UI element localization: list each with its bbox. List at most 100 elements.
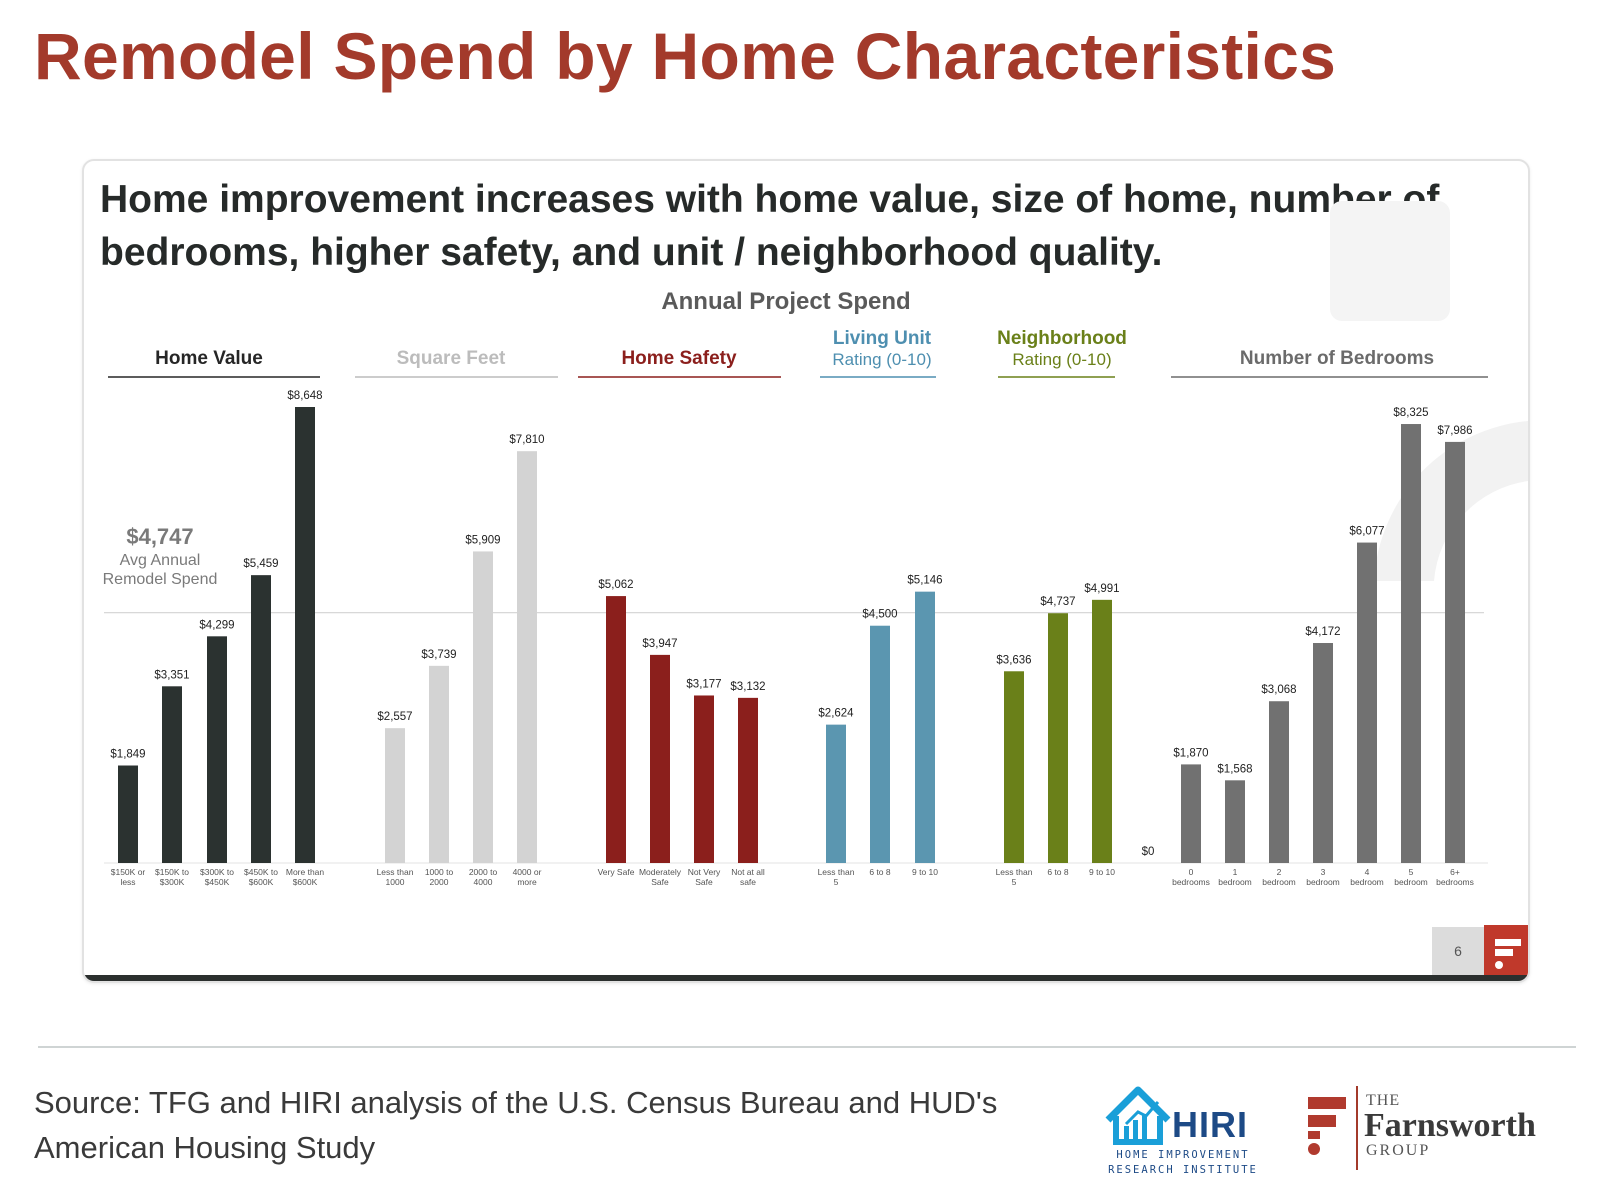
- category-label: Not Very: [688, 867, 721, 877]
- data-label: $3,739: [421, 649, 456, 661]
- watermark-shape: [1330, 201, 1450, 321]
- hiri-wordmark: HIRI: [1172, 1104, 1248, 1145]
- category-label: 3: [1321, 867, 1326, 877]
- data-label: $3,636: [996, 654, 1031, 666]
- bar: [1048, 613, 1068, 863]
- bar: [826, 724, 846, 863]
- group-subheader: Rating (0-10): [832, 350, 931, 369]
- category-label: safe: [740, 877, 756, 887]
- category-label: bedrooms: [1172, 877, 1210, 887]
- data-label: $3,177: [686, 678, 721, 690]
- data-label: $5,062: [598, 579, 633, 591]
- category-label: 1000 to: [425, 867, 454, 877]
- category-label: 6+: [1450, 867, 1460, 877]
- source-note: Source: TFG and HIRI analysis of the U.S…: [34, 1085, 998, 1165]
- category-label: 0: [1189, 867, 1194, 877]
- bar: [1181, 764, 1201, 863]
- data-label: $8,648: [287, 390, 322, 402]
- data-label: $2,557: [377, 711, 412, 723]
- bar: [162, 686, 182, 863]
- data-label: $6,077: [1349, 526, 1384, 538]
- category-label: $150K to: [155, 867, 189, 877]
- category-label: 2000: [430, 877, 449, 887]
- data-label: $1,849: [110, 749, 145, 761]
- data-label: $4,737: [1040, 596, 1075, 608]
- category-label: 4: [1365, 867, 1370, 877]
- hiri-subtitle: HOME IMPROVEMENT RESEARCH INSTITUTE: [1108, 1149, 1258, 1176]
- bar-chart: $4,747 Avg Annual Remodel Spend Annual Proj…: [103, 201, 1528, 887]
- category-label: less: [120, 877, 135, 887]
- bar: [915, 591, 935, 863]
- average-value-label: $4,747: [126, 524, 193, 549]
- category-label: Very Safe: [598, 867, 635, 877]
- data-label: $3,351: [154, 669, 189, 681]
- data-label: $5,146: [907, 575, 942, 587]
- data-label: $1,568: [1217, 763, 1252, 775]
- category-label: 2: [1277, 867, 1282, 877]
- group-header: Neighborhood: [997, 328, 1127, 349]
- category-label: $150K or: [111, 867, 146, 877]
- slide-headline: Home improvement increases with home val…: [100, 178, 1440, 274]
- average-caption-line: Remodel Spend: [103, 571, 218, 588]
- category-label: Less than: [996, 867, 1033, 877]
- bar: [650, 654, 670, 863]
- page-number: 6: [1432, 927, 1484, 975]
- category-label: 5: [1409, 867, 1414, 877]
- category-label: 4000 or: [513, 867, 542, 877]
- data-label: $3,947: [642, 638, 677, 650]
- category-label: bedroom: [1262, 877, 1296, 887]
- bar: [517, 451, 537, 863]
- category-label: 4000: [474, 877, 493, 887]
- data-label: $7,986: [1437, 425, 1472, 437]
- bar: [251, 575, 271, 863]
- bar: [385, 728, 405, 863]
- category-label: Moderately: [639, 867, 682, 877]
- bar: [1004, 671, 1024, 863]
- farnsworth-the: THE: [1366, 1092, 1401, 1109]
- category-label: More than: [286, 867, 325, 877]
- category-label: $300K: [160, 877, 185, 887]
- group-header: Living Unit: [833, 328, 932, 349]
- bar: [473, 551, 493, 863]
- data-label: $1,870: [1173, 747, 1208, 759]
- data-label: $0: [1142, 846, 1155, 858]
- category-label: $300K to: [200, 867, 234, 877]
- data-label: $4,172: [1305, 626, 1340, 638]
- farnsworth-divider: [1356, 1086, 1358, 1170]
- category-label: 9 to 10: [912, 867, 938, 877]
- bar: [606, 596, 626, 863]
- slide-bottom-bar: [84, 975, 1528, 981]
- category-label: Safe: [695, 877, 713, 887]
- category-label: bedroom: [1350, 877, 1384, 887]
- bar: [1269, 701, 1289, 863]
- category-label: 9 to 10: [1089, 867, 1115, 877]
- group-header: Home Safety: [621, 348, 737, 369]
- bar: [118, 765, 138, 863]
- data-label: $2,624: [818, 708, 854, 720]
- bar: [429, 665, 449, 863]
- data-label: $5,459: [243, 558, 278, 570]
- bar: [1445, 441, 1465, 863]
- group-header: Number of Bedrooms: [1240, 348, 1434, 369]
- page-title: Remodel Spend by Home Characteristics: [34, 19, 1337, 93]
- category-label: $600K: [293, 877, 318, 887]
- category-label: 6 to 8: [1047, 867, 1069, 877]
- category-label: 5: [1012, 877, 1017, 887]
- farnsworth-name: Farnsworth: [1364, 1107, 1536, 1144]
- group-subheader: Rating (0-10): [1012, 350, 1111, 369]
- category-label: 6 to 8: [869, 867, 891, 877]
- category-label: 2000 to: [469, 867, 498, 877]
- data-label: $3,068: [1261, 684, 1296, 696]
- category-label: Safe: [651, 877, 669, 887]
- bar: [1401, 424, 1421, 863]
- data-label: $4,500: [862, 609, 897, 621]
- farnsworth-corner-logo: [1484, 925, 1528, 977]
- category-label: $450K to: [244, 867, 278, 877]
- hiri-house-icon: [1105, 1086, 1171, 1145]
- bar: [295, 407, 315, 863]
- data-label: $4,299: [199, 619, 234, 631]
- category-label: more: [517, 877, 537, 887]
- category-label: Less than: [377, 867, 414, 877]
- category-label: 5: [834, 877, 839, 887]
- footer-divider: [38, 1046, 1576, 1048]
